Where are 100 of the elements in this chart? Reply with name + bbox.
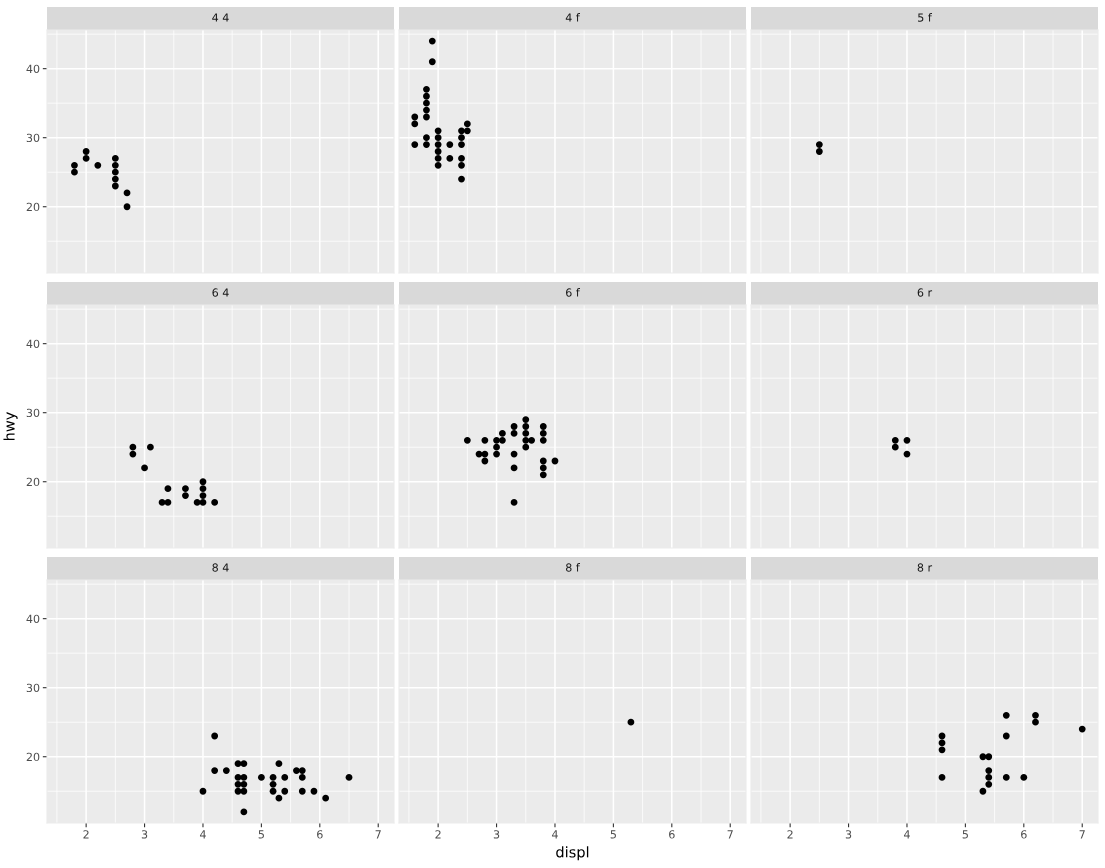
- point: [269, 787, 277, 795]
- point: [499, 436, 506, 444]
- chart-title: 8 f: [566, 563, 580, 572]
- point: [411, 120, 419, 128]
- point: [71, 161, 78, 169]
- x-tick-label: 2: [435, 830, 441, 839]
- point: [458, 161, 465, 169]
- point: [275, 794, 283, 802]
- x-tick-label: 6: [317, 830, 323, 839]
- point: [510, 499, 518, 506]
- point: [240, 760, 248, 768]
- point: [481, 450, 489, 458]
- x-tick-label: 5: [962, 830, 968, 839]
- y-tick-label: 30: [26, 133, 40, 143]
- point: [411, 113, 419, 121]
- x-tick-label: 4: [199, 830, 206, 839]
- point: [1002, 774, 1010, 781]
- point: [199, 492, 207, 499]
- y-axis-title: hwy: [3, 412, 18, 441]
- point: [269, 780, 277, 788]
- point: [423, 99, 430, 107]
- x-tick-label: 5: [258, 830, 264, 839]
- point: [463, 436, 471, 444]
- y-tick-label: 30: [26, 683, 40, 693]
- point: [199, 478, 207, 486]
- point: [522, 430, 530, 437]
- point: [539, 423, 547, 430]
- point: [522, 436, 530, 444]
- point: [423, 85, 430, 93]
- point: [164, 485, 172, 493]
- point: [539, 430, 547, 437]
- point: [234, 787, 242, 795]
- point: [423, 134, 430, 142]
- point: [71, 168, 78, 176]
- point: [111, 168, 119, 176]
- point: [275, 760, 283, 768]
- point: [458, 175, 465, 183]
- point: [985, 780, 993, 788]
- point: [1032, 711, 1039, 719]
- point: [411, 141, 419, 148]
- point: [522, 443, 530, 451]
- point: [434, 148, 442, 155]
- point: [481, 436, 489, 444]
- point: [281, 774, 289, 781]
- x-tick-label: 4: [903, 830, 910, 839]
- chart-title: 6 f: [566, 288, 580, 297]
- point: [434, 134, 442, 142]
- point: [493, 443, 500, 451]
- chart-title: 6 r: [917, 288, 933, 297]
- chart-title: 8 r: [917, 563, 933, 572]
- point: [234, 760, 242, 768]
- point: [123, 203, 131, 211]
- point: [979, 787, 987, 795]
- point: [199, 485, 207, 493]
- point: [222, 767, 230, 774]
- point: [979, 753, 987, 761]
- point: [1002, 732, 1010, 740]
- point: [199, 787, 207, 795]
- point: [1078, 725, 1086, 733]
- point: [985, 774, 993, 781]
- chart-title: 5 f: [918, 13, 932, 22]
- point: [434, 161, 442, 169]
- point: [298, 787, 306, 795]
- point: [211, 732, 219, 740]
- point: [493, 436, 500, 444]
- y-tick-label: 30: [26, 408, 40, 418]
- point: [193, 499, 201, 506]
- point: [423, 113, 430, 121]
- chart-title: 4 4: [212, 13, 229, 22]
- point: [211, 499, 219, 506]
- point: [463, 120, 471, 128]
- point: [510, 430, 518, 437]
- x-tick-label: 2: [83, 830, 89, 839]
- x-tick-label: 5: [610, 830, 616, 839]
- point: [458, 134, 465, 142]
- y-tick-label: 20: [26, 477, 40, 487]
- point: [1020, 774, 1028, 781]
- point: [129, 450, 137, 458]
- chart-title: 6 4: [212, 288, 229, 297]
- point: [94, 161, 102, 169]
- point: [164, 499, 172, 506]
- point: [539, 464, 547, 472]
- point: [345, 774, 353, 781]
- point: [234, 774, 242, 781]
- point: [141, 464, 148, 472]
- point: [111, 182, 119, 190]
- point: [1032, 718, 1039, 726]
- point: [281, 787, 289, 795]
- point: [82, 148, 90, 155]
- point: [539, 457, 547, 465]
- point: [493, 450, 500, 458]
- point: [985, 767, 993, 774]
- point: [147, 443, 154, 451]
- point: [423, 141, 430, 148]
- point: [298, 767, 306, 774]
- point: [499, 430, 506, 437]
- point: [269, 774, 277, 781]
- point: [158, 499, 166, 506]
- point: [434, 127, 442, 135]
- chart-title: 4 f: [565, 13, 580, 22]
